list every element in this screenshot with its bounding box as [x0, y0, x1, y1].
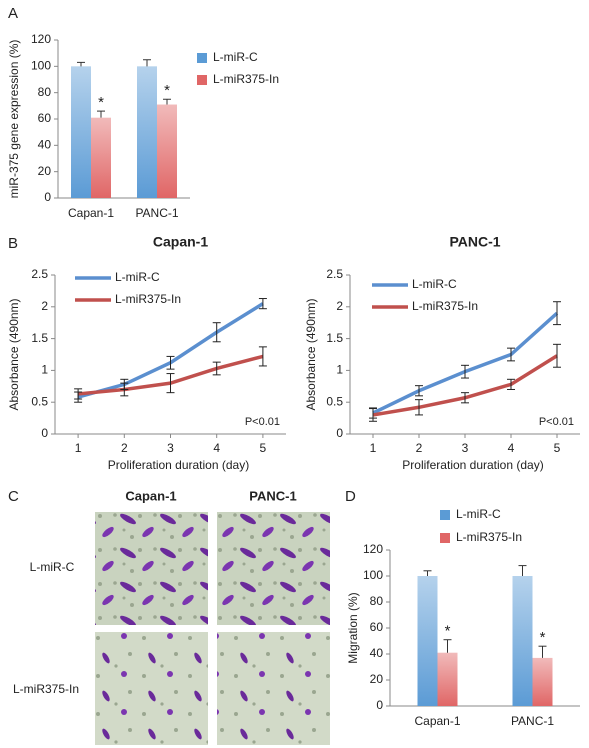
x-tick-label: 1: [370, 441, 377, 455]
y-tick-label: 1: [41, 363, 48, 377]
panel-label: D: [345, 488, 356, 505]
bar: [71, 66, 91, 198]
micrograph: [217, 512, 330, 625]
x-axis-label: Proliferation duration (day): [108, 458, 249, 472]
legend-label: L-miR-C: [456, 507, 501, 521]
y-tick-label: 60: [38, 111, 52, 125]
x-tick-label: 5: [554, 441, 561, 455]
significance: *: [164, 82, 170, 99]
y-tick-label: 60: [370, 620, 384, 634]
y-tick-label: 2.5: [326, 267, 343, 281]
legend-swatch: [197, 75, 207, 85]
significance: *: [98, 94, 104, 111]
y-tick-label: 2.5: [31, 267, 48, 281]
x-tick-label: PANC-1: [135, 206, 178, 220]
y-tick-label: 0: [376, 698, 383, 712]
y-tick-label: 100: [31, 59, 51, 73]
y-tick-label: 2: [41, 299, 48, 313]
line: [372, 354, 558, 417]
x-tick-label: 4: [508, 441, 515, 455]
x-tick-label: PANC-1: [511, 714, 554, 728]
x-tick-label: 3: [167, 441, 174, 455]
y-tick-label: 20: [370, 672, 384, 686]
legend-label: L-miR375-In: [213, 72, 279, 86]
panel-label: C: [8, 488, 19, 505]
bar: [137, 66, 157, 198]
legend-label: L-miR375-In: [115, 292, 181, 306]
significance: *: [445, 623, 451, 640]
column-label: PANC-1: [249, 488, 296, 503]
x-tick-label: 5: [260, 441, 267, 455]
panel-label: A: [8, 5, 18, 22]
x-tick-label: Capan-1: [414, 714, 460, 728]
y-tick-label: 40: [38, 138, 52, 152]
y-tick-label: 2: [336, 299, 343, 313]
bar: [437, 652, 458, 706]
y-tick-label: 100: [363, 568, 383, 582]
bar: [512, 576, 533, 706]
y-tick-label: 0: [44, 190, 51, 204]
panel-label: B: [8, 235, 18, 252]
y-tick-label: 1.5: [31, 331, 48, 345]
y-tick-label: 0.5: [31, 394, 48, 408]
legend-swatch: [197, 53, 207, 63]
row-label: L-miR375-In: [13, 682, 79, 696]
annotation: P<0.01: [245, 416, 280, 428]
bar: [417, 576, 438, 706]
y-tick-label: 0: [336, 426, 343, 440]
y-tick-label: 80: [370, 594, 384, 608]
micrograph: [217, 632, 330, 745]
y-tick-label: 1.5: [326, 331, 343, 345]
x-tick-label: 2: [416, 441, 423, 455]
legend-swatch: [440, 533, 450, 543]
y-tick-label: 0: [41, 426, 48, 440]
y-tick-label: 20: [38, 164, 52, 178]
y-tick-label: 1: [336, 363, 343, 377]
legend-label: L-miR-C: [115, 270, 160, 284]
x-axis-label: Proliferation duration (day): [402, 458, 543, 472]
y-axis-label: Migration (%): [346, 592, 360, 663]
x-tick-label: 1: [75, 441, 82, 455]
chart-title: Capan-1: [153, 234, 208, 250]
row-label: L-miR-C: [30, 560, 75, 574]
bar: [91, 117, 111, 198]
legend-label: L-miR-C: [412, 277, 457, 291]
chart-title: PANC-1: [449, 234, 500, 250]
y-axis-label: miR-375 gene expression (%): [7, 40, 21, 199]
legend-label: L-miR375-In: [412, 299, 478, 313]
y-tick-label: 40: [370, 646, 384, 660]
micrograph: [95, 512, 208, 625]
bar: [157, 104, 177, 198]
y-tick-label: 120: [363, 542, 383, 556]
column-label: Capan-1: [125, 488, 176, 503]
micrograph: [95, 632, 208, 745]
y-axis-label: Absorbance (490nm): [7, 298, 21, 410]
x-tick-label: 4: [213, 441, 220, 455]
legend-label: L-miR-C: [213, 50, 258, 64]
y-tick-label: 120: [31, 32, 51, 46]
y-axis-label: Absorbance (490nm): [304, 298, 318, 410]
legend-label: L-miR375-In: [456, 530, 522, 544]
bar: [532, 657, 553, 706]
y-tick-label: 80: [38, 85, 52, 99]
annotation: P<0.01: [539, 416, 574, 428]
x-tick-label: Capan-1: [68, 206, 114, 220]
y-tick-label: 0.5: [326, 394, 343, 408]
legend-swatch: [440, 510, 450, 520]
significance: *: [540, 629, 546, 646]
x-tick-label: 2: [121, 441, 128, 455]
x-tick-label: 3: [462, 441, 469, 455]
